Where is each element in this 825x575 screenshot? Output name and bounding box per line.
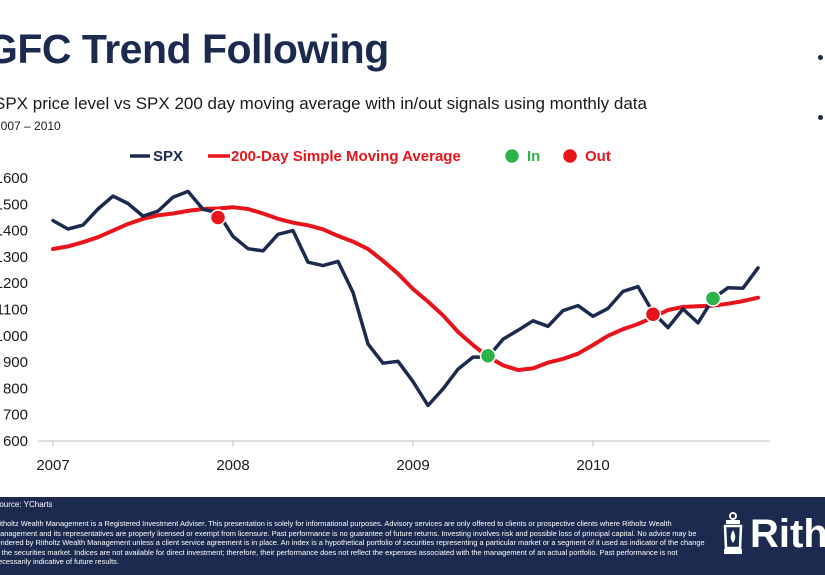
y-tick-label: 1500 (0, 196, 28, 213)
y-tick-label: 1100 (0, 302, 28, 319)
x-tick-label: 2008 (216, 457, 249, 474)
x-tick-label: 2009 (396, 457, 429, 474)
disclaimer-text: Ritholtz Wealth Management is a Register… (0, 519, 705, 567)
y-tick-label: 1000 (0, 328, 28, 345)
x-tick-label: 2010 (576, 457, 609, 474)
y-tick-label: 700 (3, 407, 28, 424)
out-signal-marker (209, 209, 227, 226)
moving-average-series-line (51, 205, 760, 372)
y-tick-label: 800 (3, 380, 28, 397)
y-tick-label: 1400 (0, 223, 28, 240)
signal-markers (209, 209, 722, 365)
lantern-icon (723, 512, 743, 554)
spx-series-line (51, 189, 760, 408)
y-tick-label: 1300 (0, 249, 28, 266)
legend-label-in: In (527, 148, 540, 165)
y-tick-label: 1200 (0, 275, 28, 292)
company-logo: Rith (722, 511, 825, 557)
y-tick-label: 1600 (0, 170, 28, 187)
legend-label-out: Out (585, 148, 611, 165)
x-tick-label: 2007 (36, 457, 69, 474)
legend-label-moving-average: 200-Day Simple Moving Average (231, 148, 461, 165)
logo-text: Rith (750, 511, 825, 556)
chart-subtitle: SPX price level vs SPX 200 day moving av… (0, 94, 647, 113)
series-lines (51, 189, 760, 408)
y-tick-label: 900 (3, 354, 28, 371)
footer-bar: Source: YCharts Ritholtz Wealth Manageme… (0, 497, 825, 575)
legend-label-spx: SPX (153, 148, 183, 165)
x-axis: 2007 2008 2009 2010 (36, 440, 770, 474)
page-title: GFC Trend Following (0, 26, 389, 72)
legend-marker-in (503, 147, 521, 165)
bullet-dot (818, 115, 823, 120)
out-signal-marker (644, 305, 662, 323)
in-signal-marker (704, 290, 722, 307)
chart-legend: SPX 200-Day Simple Moving Average In Out (130, 147, 611, 165)
bullet-dot (818, 55, 823, 60)
date-range: 2007 – 2010 (0, 119, 61, 133)
y-axis: 600 700 800 900 1000 1100 1200 1300 1400 1500 1600 (0, 170, 28, 450)
legend-marker-out (561, 147, 579, 165)
line-chart: SPX 200-Day Simple Moving Average In Out 60… (0, 147, 770, 474)
source-note: Source: YCharts (0, 500, 53, 509)
in-signal-marker (479, 347, 497, 365)
y-tick-label: 600 (3, 433, 28, 450)
